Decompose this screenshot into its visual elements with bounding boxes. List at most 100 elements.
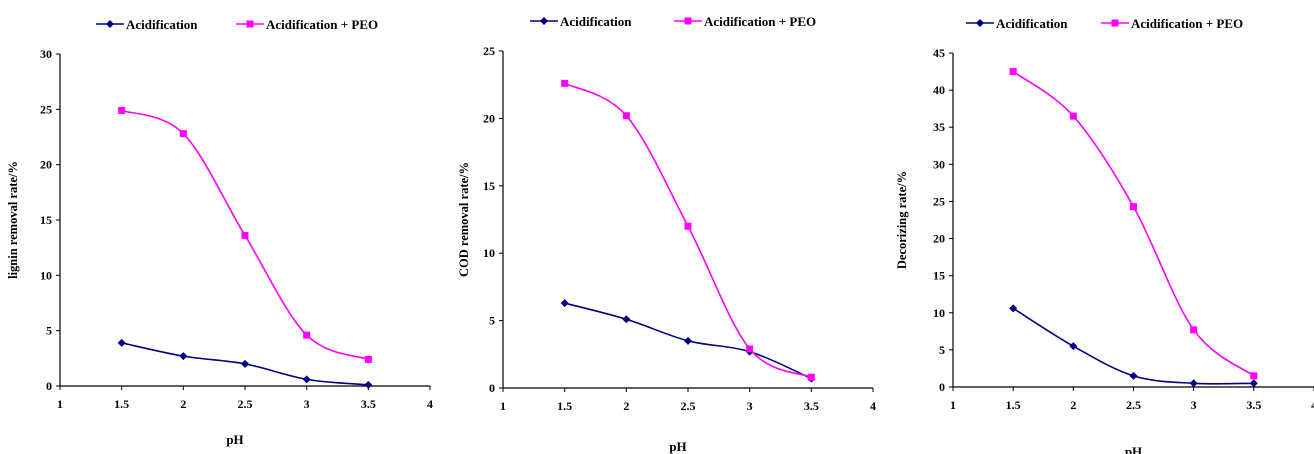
x-tick-label: 3: [1191, 398, 1197, 412]
data-point: [302, 375, 311, 384]
data-point: [241, 231, 249, 239]
data-point: [1069, 112, 1077, 120]
data-point: [179, 130, 187, 138]
y-axis-label: lignin removal rate/%: [6, 161, 20, 279]
series-acidification-peo: [1009, 68, 1258, 380]
x-tick-label: 2.5: [238, 397, 253, 411]
series-acidification-peo: [561, 79, 815, 381]
data-point: [241, 359, 249, 368]
x-tick-label: 3.5: [1246, 398, 1261, 412]
x-tick-label: 2: [623, 399, 629, 413]
data-point: [684, 222, 692, 230]
y-tick-label: 25: [483, 44, 495, 58]
data-point: [1189, 379, 1198, 388]
data-point: [1190, 326, 1198, 334]
x-tick-label: 2.5: [681, 399, 696, 413]
data-point: [364, 380, 373, 389]
data-point: [1129, 371, 1138, 380]
y-tick-label: 20: [933, 232, 945, 246]
x-axis-label: pH: [226, 432, 243, 447]
y-tick-label: 15: [933, 269, 945, 283]
legend-entry: Acidification + PEO: [236, 17, 378, 32]
y-tick-label: 20: [483, 111, 495, 125]
series-acidification: [117, 338, 373, 389]
y-tick-label: 30: [40, 47, 52, 61]
data-point: [561, 79, 569, 87]
data-point: [684, 336, 692, 345]
x-tick-label: 3: [304, 397, 310, 411]
x-tick-label: 4: [870, 399, 876, 413]
y-tick-label: 15: [483, 179, 495, 193]
y-tick-label: 10: [483, 246, 495, 260]
series-acidification-peo: [118, 106, 372, 363]
legend-marker: [976, 19, 984, 27]
x-tick-label: 2.5: [1126, 398, 1141, 412]
legend-label: Acidification + PEO: [704, 14, 816, 29]
y-tick-label: 30: [933, 157, 945, 171]
chart-2: 0 5 10 15 20 25 1 1.5 2 2.5 3 3.5 4 pH COD removal rat…: [457, 14, 876, 454]
chart-1: 0 5 10 15 20 25 30 1 1.5 2 2.5 3 3.5 4 pH lignin remova…: [6, 17, 433, 447]
legend-entry: Acidification: [530, 14, 632, 29]
legend-entry: Acidification + PEO: [1101, 16, 1243, 31]
y-tick-label: 5: [46, 324, 52, 338]
legend-label: Acidification + PEO: [1131, 16, 1243, 31]
y-tick-label: 35: [933, 120, 945, 134]
legend-entry: Acidification: [96, 17, 198, 32]
x-tick-label: 1.5: [557, 399, 572, 413]
x-tick-label: 4: [1311, 398, 1314, 412]
y-tick-label: 45: [933, 46, 945, 60]
x-axis-label: pH: [1125, 444, 1142, 454]
series-line: [564, 82, 812, 378]
data-point: [1009, 68, 1017, 76]
series-acidification: [560, 299, 816, 383]
y-tick-label: 25: [40, 102, 52, 116]
y-tick-label: 10: [40, 268, 52, 282]
y-tick-label: 0: [46, 379, 52, 393]
legend-label: Acidification: [560, 14, 632, 29]
legend-label: Acidification + PEO: [266, 17, 378, 32]
legend-entry: Acidification: [966, 16, 1068, 31]
data-point: [118, 106, 126, 114]
data-point: [1130, 203, 1137, 211]
legend-label: Acidification: [996, 16, 1068, 31]
x-tick-label: 1: [57, 397, 63, 411]
data-point: [179, 352, 188, 361]
data-point: [622, 112, 630, 120]
x-tick-label: 1: [950, 398, 956, 412]
y-tick-label: 5: [939, 343, 945, 357]
series-line: [1012, 70, 1255, 377]
legend-label: Acidification: [126, 17, 198, 32]
x-tick-label: 1: [500, 399, 506, 413]
legend-marker: [106, 20, 114, 28]
chart-3: 0 5 10 15 20 25 30 35 40 45 1 1.5 2 2.5 3 3.5 4 pH Decoriz…: [895, 16, 1314, 454]
data-point: [1009, 304, 1018, 313]
y-tick-label: 25: [933, 194, 945, 208]
y-tick-label: 10: [933, 306, 945, 320]
legend-marker: [684, 17, 692, 25]
data-point: [746, 345, 754, 353]
x-tick-label: 4: [427, 397, 433, 411]
y-axis-label: COD removal rate/%: [457, 162, 471, 277]
x-tick-label: 2: [180, 397, 186, 411]
y-tick-label: 15: [40, 213, 52, 227]
x-tick-label: 1.5: [1006, 398, 1021, 412]
data-point: [117, 338, 126, 347]
x-tick-label: 2: [1070, 398, 1076, 412]
legend-entry: Acidification + PEO: [674, 14, 816, 29]
y-axis-label: Decorizing rate/%: [895, 171, 909, 269]
legend-marker: [246, 20, 254, 28]
legend-marker: [540, 17, 548, 25]
data-point: [1069, 342, 1078, 351]
data-point: [560, 299, 569, 308]
data-point: [1249, 379, 1258, 388]
x-tick-label: 3.5: [804, 399, 819, 413]
x-tick-label: 1.5: [114, 397, 129, 411]
data-point: [807, 373, 815, 381]
data-point: [622, 315, 631, 324]
y-tick-label: 5: [489, 314, 495, 328]
legend-marker: [1111, 19, 1119, 27]
x-tick-label: 3.5: [361, 397, 376, 411]
series-acidification: [1009, 304, 1258, 388]
data-point: [1250, 372, 1258, 380]
